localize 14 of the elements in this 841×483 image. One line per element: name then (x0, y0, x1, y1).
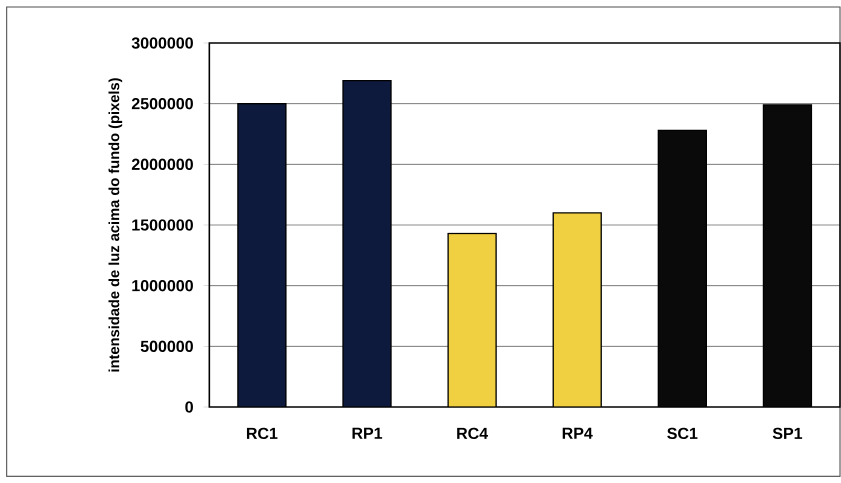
y-tick-label: 0 (185, 401, 193, 413)
y-tick-label: 2500000 (132, 98, 193, 110)
x-tick-label: RP1 (352, 428, 382, 439)
x-tick-label: RC1 (246, 428, 278, 440)
y-tick-label: 500000 (140, 340, 193, 352)
y-axis-title: intensidade de luz acima do fundo (pixels) (108, 78, 122, 372)
x-tick-label: RP4 (562, 428, 593, 439)
y-tick-label: 2000000 (132, 158, 193, 170)
x-tick-label: RC4 (457, 428, 488, 440)
x-tick-label: SC1 (667, 428, 698, 440)
y-tick-label: 3000000 (132, 37, 193, 49)
y-tick-label: 1000000 (132, 280, 193, 292)
x-tick-label: SP1 (772, 428, 802, 440)
y-tick-label: 1500000 (132, 219, 193, 231)
